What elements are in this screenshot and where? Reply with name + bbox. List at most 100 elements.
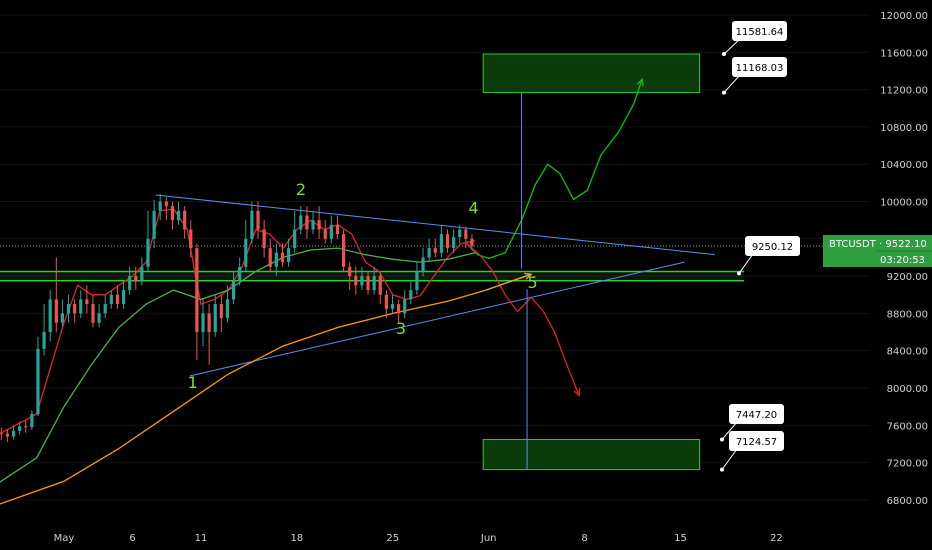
candle-body-43 (262, 229, 266, 249)
y-tick-11: 7600.00 (887, 421, 928, 432)
y-tick-10: 8000.00 (887, 384, 928, 395)
candle-body-66 (403, 299, 407, 314)
candle-13 (79, 290, 83, 319)
candle-body-19 (115, 294, 120, 305)
candle-body-16 (97, 313, 101, 323)
candle-0 (0, 427, 3, 441)
candle-body-52 (317, 220, 321, 230)
price-callout-box-0 (732, 21, 787, 41)
candle-body-7 (42, 332, 46, 349)
candle-11 (66, 294, 71, 323)
candle-37 (225, 285, 230, 323)
projection-path-0 (464, 79, 643, 260)
candle-body-68 (415, 271, 419, 291)
breakout-arrowhead-0 (524, 272, 533, 280)
candle-body-55 (335, 224, 340, 235)
candle-body-17 (103, 304, 107, 314)
x-tick-1: 6 (129, 533, 135, 544)
vertical-measures (521, 92, 528, 470)
candle-body-4 (24, 426, 28, 428)
candle-27 (164, 196, 168, 221)
candle-body-51 (311, 220, 315, 230)
price-callout-box-1 (732, 57, 787, 77)
candle-14 (85, 285, 89, 314)
price-callout-pointer-4 (721, 448, 738, 470)
candle-58 (354, 266, 358, 295)
price-callout-4: 7124.57 (720, 431, 784, 472)
candle-body-62 (378, 276, 382, 295)
candle-body-48 (293, 229, 297, 249)
candle-body-8 (48, 299, 52, 333)
candle-body-37 (225, 299, 230, 319)
candle-body-23 (140, 266, 144, 281)
price-callout-0: 11581.64 (722, 21, 787, 57)
candle-26 (158, 194, 162, 221)
candle-body-24 (146, 238, 150, 267)
x-tick-7: 15 (674, 533, 687, 544)
y-tick-0: 12000.00 (880, 11, 928, 22)
candle-28 (170, 201, 175, 230)
candle-69 (421, 248, 425, 277)
price-callout-box-3 (729, 404, 784, 424)
candle-body-26 (158, 201, 162, 211)
candle-body-44 (268, 248, 272, 267)
candle-73 (445, 229, 450, 253)
candle-body-3 (18, 426, 22, 431)
candle-75 (458, 224, 462, 244)
candle-body-28 (170, 206, 175, 221)
wave-label-3: 3 (396, 319, 406, 338)
candle-body-10 (60, 313, 65, 323)
candle-31 (189, 220, 193, 258)
candle-35 (213, 294, 217, 337)
candle-body-30 (183, 210, 187, 230)
candle-23 (140, 257, 144, 286)
candle-body-42 (256, 210, 260, 230)
time-axis[interactable]: May 6 11 18 25 Jun 8 15 22 (54, 533, 783, 544)
candle-body-15 (91, 304, 95, 323)
candle-24 (146, 210, 150, 272)
candle-74 (452, 229, 456, 253)
y-tick-9: 8400.00 (887, 347, 928, 358)
projection-arrowhead-1 (573, 388, 581, 397)
y-tick-7: 9200.00 (887, 272, 928, 283)
candle-64 (390, 294, 395, 314)
candle-body-70 (427, 248, 431, 258)
candle-body-9 (54, 299, 58, 323)
candle-body-36 (219, 304, 223, 319)
price-callout-label-4: 7124.57 (736, 437, 777, 448)
candle-body-40 (244, 238, 248, 267)
price-callout-dot-1 (722, 90, 726, 95)
triangle-upper-line (155, 194, 715, 256)
candle-body-63 (384, 294, 388, 309)
candle-51 (311, 210, 315, 235)
candle-18 (109, 290, 113, 309)
candle-4 (24, 420, 28, 433)
y-tick-8: 8800.00 (887, 309, 928, 320)
candle-29 (176, 201, 181, 225)
target-zones (482, 53, 701, 471)
price-callout-2: 9250.12 (737, 236, 800, 276)
candle-body-54 (329, 224, 333, 239)
candle-70 (427, 238, 431, 263)
candle-body-60 (366, 276, 370, 291)
candle-44 (268, 238, 272, 272)
candle-60 (366, 271, 370, 295)
candles (0, 194, 474, 443)
y-tick-13: 6800.00 (887, 496, 928, 507)
candle-body-69 (421, 257, 425, 272)
candle-body-22 (134, 276, 138, 281)
candle-16 (97, 304, 101, 328)
moving-average-1 (0, 247, 476, 483)
wave-label-4: 4 (469, 199, 479, 218)
candle-39 (238, 257, 242, 286)
candle-53 (323, 220, 327, 244)
candle-52 (317, 206, 321, 239)
candle-50 (305, 206, 309, 239)
upper-target-zone (482, 53, 701, 94)
candle-71 (433, 238, 437, 258)
candle-body-47 (286, 248, 291, 263)
y-tick-1: 11600.00 (880, 48, 928, 59)
x-tick-8: 22 (770, 533, 783, 544)
